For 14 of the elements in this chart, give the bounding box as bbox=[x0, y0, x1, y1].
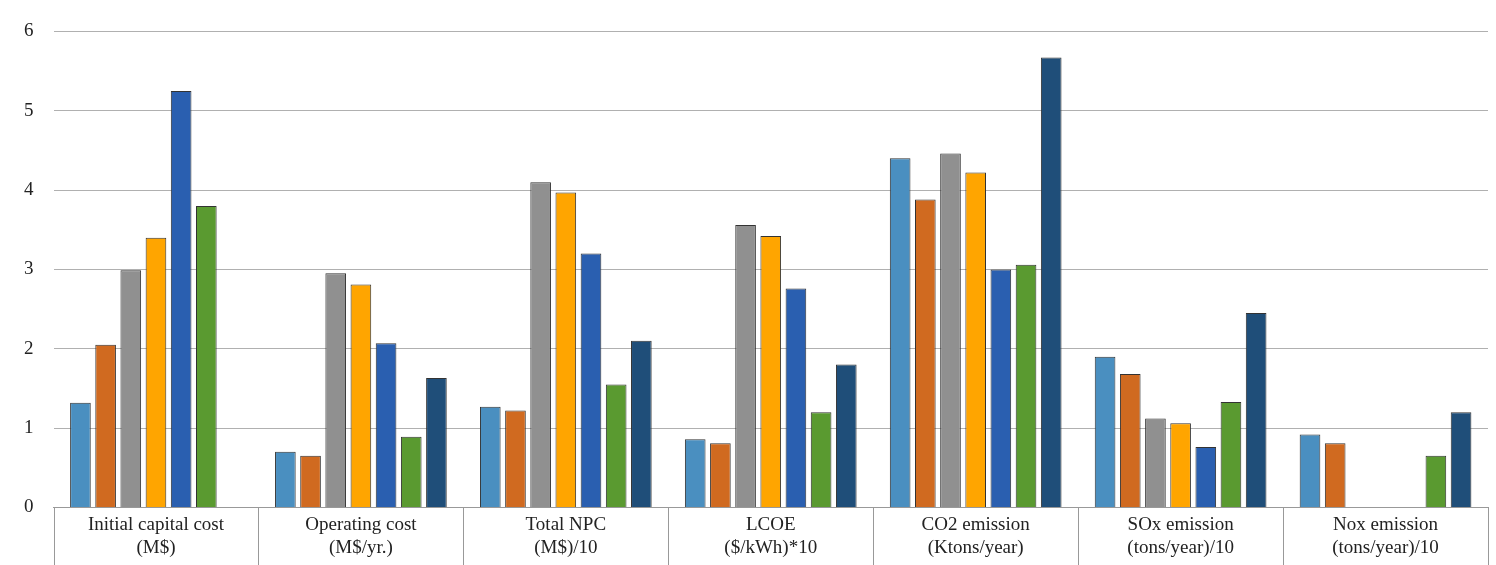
x-tick-label: Initial capital cost (M$) bbox=[87, 512, 225, 558]
y-tick-label: 4 bbox=[24, 178, 34, 200]
x-tick-label: Nox emission (tons/year)/10 bbox=[1332, 512, 1439, 558]
x-tick-label: LCOE ($/kWh)*10 bbox=[724, 512, 818, 558]
x-tick-label: SOx emission (tons/year)/10 bbox=[1127, 512, 1235, 558]
y-tick-label: 6 bbox=[24, 19, 34, 41]
y-tick-label: 0 bbox=[24, 495, 34, 517]
x-tick-label: CO2 emission (Ktons/year) bbox=[921, 512, 1031, 558]
x-tick-label: Operating cost (M$/yr.) bbox=[305, 512, 418, 558]
x-tick-label: Total NPC (M$)/10 bbox=[525, 512, 607, 558]
y-tick-label: 5 bbox=[24, 98, 34, 120]
y-tick-label: 1 bbox=[24, 416, 34, 438]
y-tick-label: 3 bbox=[24, 257, 34, 279]
y-tick-label: 2 bbox=[24, 336, 34, 358]
